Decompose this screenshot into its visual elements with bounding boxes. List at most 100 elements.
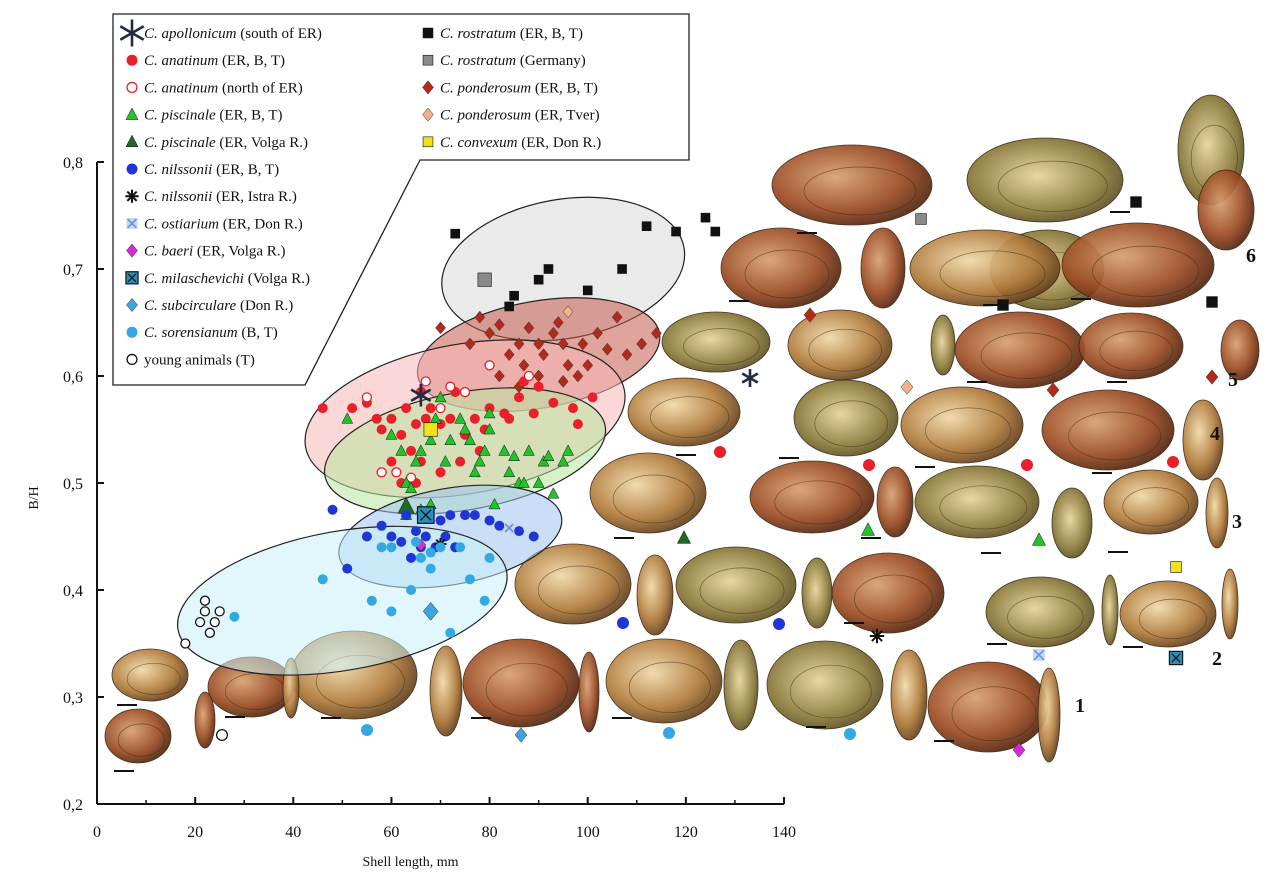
data-point [562, 358, 574, 372]
shell-photo [1041, 389, 1175, 471]
legend-species: C. ostiarium [144, 216, 219, 232]
shell-photo [930, 314, 956, 376]
shell-photo [860, 227, 906, 309]
data-point [532, 476, 545, 488]
data-point [401, 403, 412, 414]
data-point [514, 526, 525, 537]
data-point [533, 274, 544, 285]
data-point [543, 264, 554, 274]
data-point [484, 360, 495, 371]
data-point [194, 616, 206, 628]
data-point [371, 413, 382, 424]
shell-photo [1119, 580, 1217, 648]
shell-growth-line [744, 249, 830, 299]
legend-note: (B, T) [241, 325, 277, 341]
legend-species: C. nilssonii [144, 189, 212, 205]
data-point [317, 403, 328, 414]
data-point [454, 412, 467, 424]
legend-marker [119, 19, 145, 47]
legend-species: C. rostratum [440, 26, 516, 42]
photo-id-marker [617, 617, 629, 629]
shell-growth-line [803, 166, 917, 216]
legend-entry: C. nilssonii (ER, Istra R.) [125, 189, 297, 205]
photo-id-marker [1167, 456, 1179, 468]
shell-growth-line [997, 160, 1108, 212]
shell-growth-line [854, 574, 934, 624]
legend-label: C. milaschevichi (Volga R.) [144, 271, 310, 287]
data-point [557, 374, 569, 388]
data-point [386, 606, 397, 617]
data-point [435, 321, 446, 335]
data-point [572, 369, 584, 383]
shell-growth-line [537, 565, 620, 615]
legend-note: (ER, Istra R.) [216, 189, 297, 205]
data-point [508, 449, 521, 461]
data-point [636, 337, 648, 351]
data-point [455, 456, 466, 467]
legend-species: C. piscinale [144, 135, 216, 151]
shell-photo [720, 227, 842, 309]
legend-species: C. apollonicum [144, 26, 237, 42]
data-point [439, 455, 452, 467]
data-point [386, 542, 397, 553]
data-point [474, 310, 486, 324]
marker-spoke [126, 190, 138, 202]
shell-growth-line [1092, 245, 1200, 297]
photo-id-marker [860, 522, 876, 536]
shell-growth-line [683, 328, 760, 365]
legend-marker [126, 326, 138, 338]
shell-growth-line [814, 400, 888, 447]
data-point [420, 413, 431, 424]
data-point [611, 310, 623, 324]
legend: C. apollonicum (south of ER) C. anatinum … [112, 13, 690, 386]
shell-growth-line [1099, 330, 1173, 372]
data-point [498, 444, 511, 456]
data-point [460, 510, 471, 521]
data-point [468, 465, 481, 478]
photo-id-marker [1031, 532, 1047, 546]
data-point [464, 433, 476, 445]
data-point [435, 467, 446, 478]
shell-growth-line [650, 396, 730, 438]
data-point [528, 531, 539, 542]
data-point [406, 552, 417, 563]
group-number-label: 4 [1210, 423, 1220, 445]
data-point [445, 381, 456, 392]
data-point [410, 455, 422, 467]
legend-label: C. piscinale (ER, Volga R.) [144, 135, 308, 151]
legend-note: (ER, Tver) [535, 108, 600, 124]
data-point [229, 611, 240, 622]
data-point [406, 585, 417, 595]
legend-note: (ER, B, T) [520, 26, 583, 42]
legend-entry: young animals (T) [126, 352, 255, 368]
shell-photo [589, 452, 707, 534]
data-point [602, 342, 613, 356]
shell-photo [1220, 319, 1260, 381]
shell-photo [578, 651, 600, 733]
x-axis-label: Shell length, mm [362, 855, 458, 870]
data-point [423, 422, 438, 437]
shell-growth-line [980, 332, 1073, 379]
legend-species: C. piscinale [144, 108, 216, 124]
legend-note: (Don R.) [240, 298, 293, 314]
legend-marker [126, 353, 138, 365]
legend-entry: C. milaschevichi (Volga R.) [125, 271, 310, 287]
legend-entry: C. anatinum (north of ER) [126, 80, 303, 96]
data-point [405, 481, 417, 494]
data-point [494, 369, 505, 383]
photo-id-marker [215, 728, 229, 742]
shell-photo [909, 229, 1061, 307]
shell-growth-line [1068, 411, 1162, 461]
data-point [483, 422, 496, 435]
shell-growth-line [117, 723, 165, 757]
legend-label: C. piscinale (ER, B, T) [144, 108, 282, 124]
legend-note: (ER, B, T) [219, 108, 282, 124]
shell-growth-line [612, 474, 695, 524]
photo-id-marker [663, 727, 675, 739]
shell-photo [801, 557, 833, 629]
shell-photo [1103, 469, 1199, 535]
data-point [538, 348, 549, 361]
data-point [617, 264, 627, 274]
legend-species: C. convexum [440, 135, 518, 151]
